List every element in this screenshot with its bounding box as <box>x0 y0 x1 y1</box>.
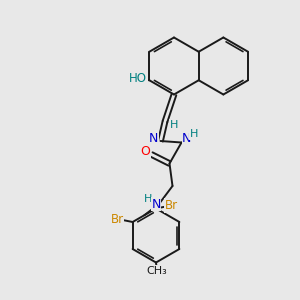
Text: N: N <box>182 131 192 145</box>
Text: CH₃: CH₃ <box>146 266 167 276</box>
Text: H: H <box>144 194 153 204</box>
Text: Br: Br <box>165 199 178 212</box>
Text: N: N <box>149 132 159 145</box>
Text: H: H <box>190 129 198 139</box>
Text: HO: HO <box>129 72 147 85</box>
Text: H: H <box>170 119 178 130</box>
Text: N: N <box>151 197 161 211</box>
Text: Br: Br <box>110 212 124 226</box>
Text: O: O <box>141 145 150 158</box>
